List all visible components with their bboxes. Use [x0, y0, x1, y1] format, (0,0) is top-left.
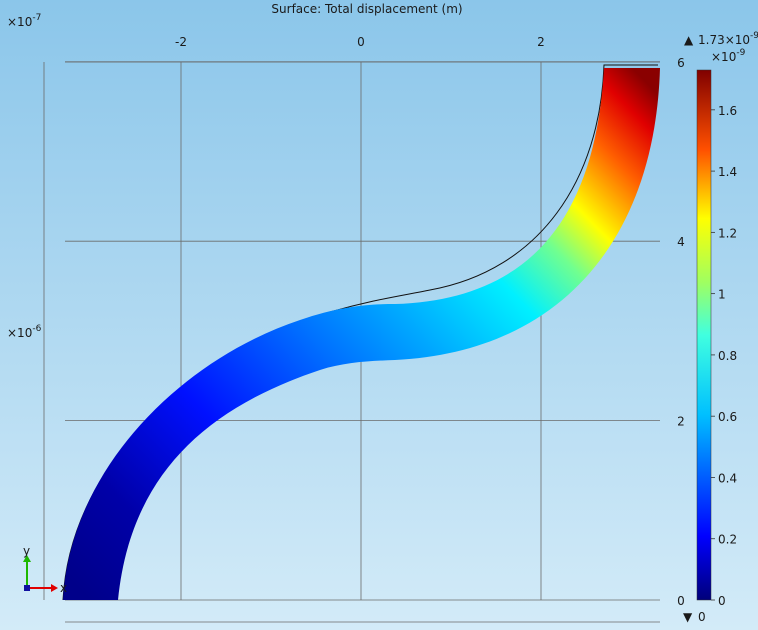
colorbar-tick-label: 1.4	[718, 165, 737, 179]
colorbar-tick-label: 0	[718, 594, 726, 608]
colorbar-tick-label: 0.2	[718, 533, 737, 547]
colorbar	[696, 69, 712, 601]
displacement-surface	[63, 68, 660, 600]
colorbar-max-marker: ▲	[684, 33, 694, 47]
colorbar-multiplier: ×10-9	[711, 48, 746, 64]
y-tick-label: 4	[677, 235, 685, 249]
colorbar-tick-label: 0.8	[718, 349, 737, 363]
y-tick-label: 6	[677, 56, 685, 70]
triad-x-arrowhead	[51, 584, 58, 592]
colorbar-tick-label: 1.2	[718, 226, 737, 240]
triad-origin	[24, 585, 30, 591]
x-tick-label: 2	[537, 35, 545, 49]
x-axis-multiplier: ×10-7	[7, 13, 41, 29]
colorbar-tick-label: 1.6	[718, 104, 737, 118]
colorbar-min-marker: ▼	[683, 610, 693, 624]
colorbar-tick-label: 1	[718, 288, 726, 302]
triad-y-arrowhead	[23, 555, 31, 562]
y-tick-label: 2	[677, 415, 685, 429]
triad-x-label: x	[60, 581, 67, 595]
colorbar-tick-label: 0.4	[718, 471, 737, 485]
x-tick-label: 0	[357, 35, 365, 49]
axis-triad: y x	[23, 544, 67, 595]
triad-y-label: y	[23, 544, 30, 558]
y-axis-multiplier: ×10-6	[7, 324, 42, 340]
x-tick-label: -2	[175, 35, 187, 49]
colorbar-min-label: 0	[698, 610, 706, 624]
y-tick-label: 0	[677, 594, 685, 608]
colorbar-max-label: 1.73×10-9	[698, 31, 758, 47]
colorbar-tick-label: 0.6	[718, 410, 737, 424]
chart-title: Surface: Total displacement (m)	[271, 2, 462, 16]
